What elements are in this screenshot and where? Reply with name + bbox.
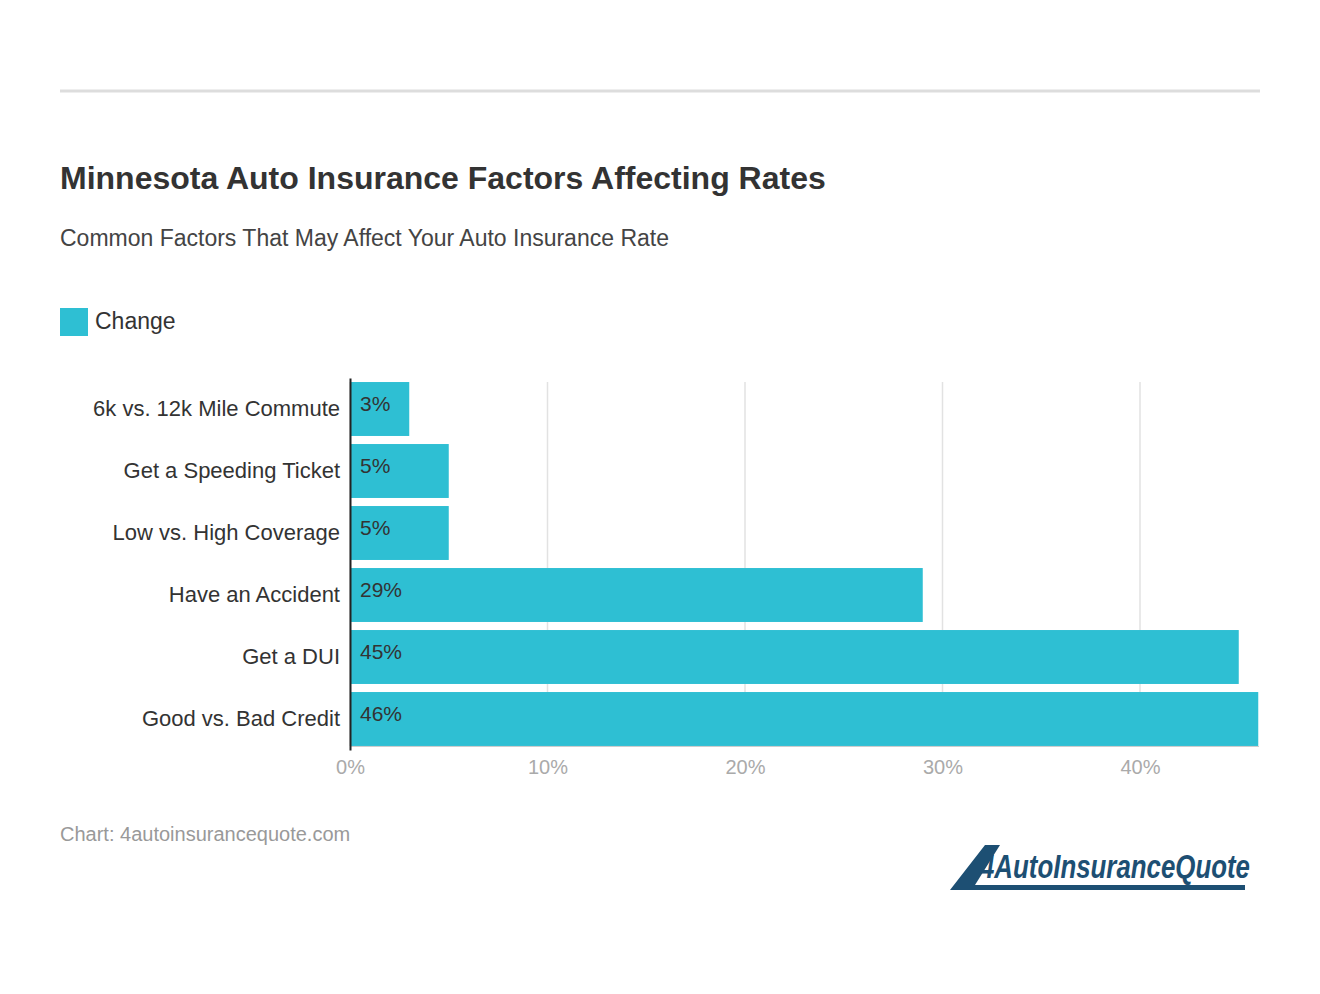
bar xyxy=(350,568,923,622)
x-tick: 20% xyxy=(725,746,765,778)
data-label: 3% xyxy=(360,392,390,415)
data-label: 5% xyxy=(360,516,390,539)
grid xyxy=(350,382,1140,746)
x-tick-label: 40% xyxy=(1120,756,1160,778)
y-axis: 6k vs. 12k Mile Commute Get a Speeding Ti… xyxy=(93,379,350,751)
x-tick: 40% xyxy=(1120,746,1160,778)
y-tick-label: Get a DUI xyxy=(242,644,340,669)
y-axis-line xyxy=(350,379,352,751)
legend-swatch xyxy=(60,308,88,336)
y-tick-label: 6k vs. 12k Mile Commute xyxy=(93,396,340,421)
legend: Change xyxy=(60,308,176,336)
y-tick: 6k vs. 12k Mile Commute xyxy=(93,396,350,421)
subtitle: Common Factors That May Affect Your Auto… xyxy=(60,225,669,251)
grid-line xyxy=(547,382,549,746)
data-label: 5% xyxy=(360,454,390,477)
logo-text: 4AutoInsuranceQuote xyxy=(979,847,1250,885)
y-tick: Have an Accident xyxy=(169,582,350,607)
x-tick-label: 0% xyxy=(336,756,365,778)
y-tick: Good vs. Bad Credit xyxy=(142,706,350,731)
bar xyxy=(350,692,1259,746)
y-tick-label: Low vs. High Coverage xyxy=(113,520,340,545)
y-tick: Get a DUI xyxy=(242,644,350,669)
grid-line xyxy=(744,382,746,746)
x-axis: 0% 10% 20% 30% 40% xyxy=(336,746,1259,778)
x-tick-label: 20% xyxy=(725,756,765,778)
bars xyxy=(350,382,1259,746)
logo: 4AutoInsuranceQuote xyxy=(950,845,1250,890)
grid-line xyxy=(942,382,944,746)
chart: Minnesota Auto Insurance Factors Affecti… xyxy=(0,0,1320,994)
bar xyxy=(350,444,449,498)
y-tick: Get a Speeding Ticket xyxy=(124,458,350,483)
top-rule xyxy=(60,90,1260,93)
y-tick-label: Get a Speeding Ticket xyxy=(124,458,340,483)
legend-label: Change xyxy=(95,308,176,334)
x-tick: 10% xyxy=(528,746,568,778)
bar xyxy=(350,630,1239,684)
x-tick: 0% xyxy=(336,746,365,778)
data-label: 29% xyxy=(360,578,402,601)
data-labels: 3% 5% 5% 29% 45% 46% xyxy=(360,392,402,725)
bar xyxy=(350,506,449,560)
x-tick: 30% xyxy=(923,746,963,778)
y-tick-label: Good vs. Bad Credit xyxy=(142,706,340,731)
data-label: 46% xyxy=(360,702,402,725)
x-tick-label: 30% xyxy=(923,756,963,778)
data-label: 45% xyxy=(360,640,402,663)
grid-line xyxy=(1139,382,1141,746)
bar xyxy=(350,382,409,436)
y-tick-label: Have an Accident xyxy=(169,582,340,607)
source: Chart: 4autoinsurancequote.com xyxy=(60,823,350,845)
x-tick-label: 10% xyxy=(528,756,568,778)
y-tick: Low vs. High Coverage xyxy=(113,520,350,545)
title: Minnesota Auto Insurance Factors Affecti… xyxy=(60,160,826,196)
x-axis-line xyxy=(351,746,1260,747)
